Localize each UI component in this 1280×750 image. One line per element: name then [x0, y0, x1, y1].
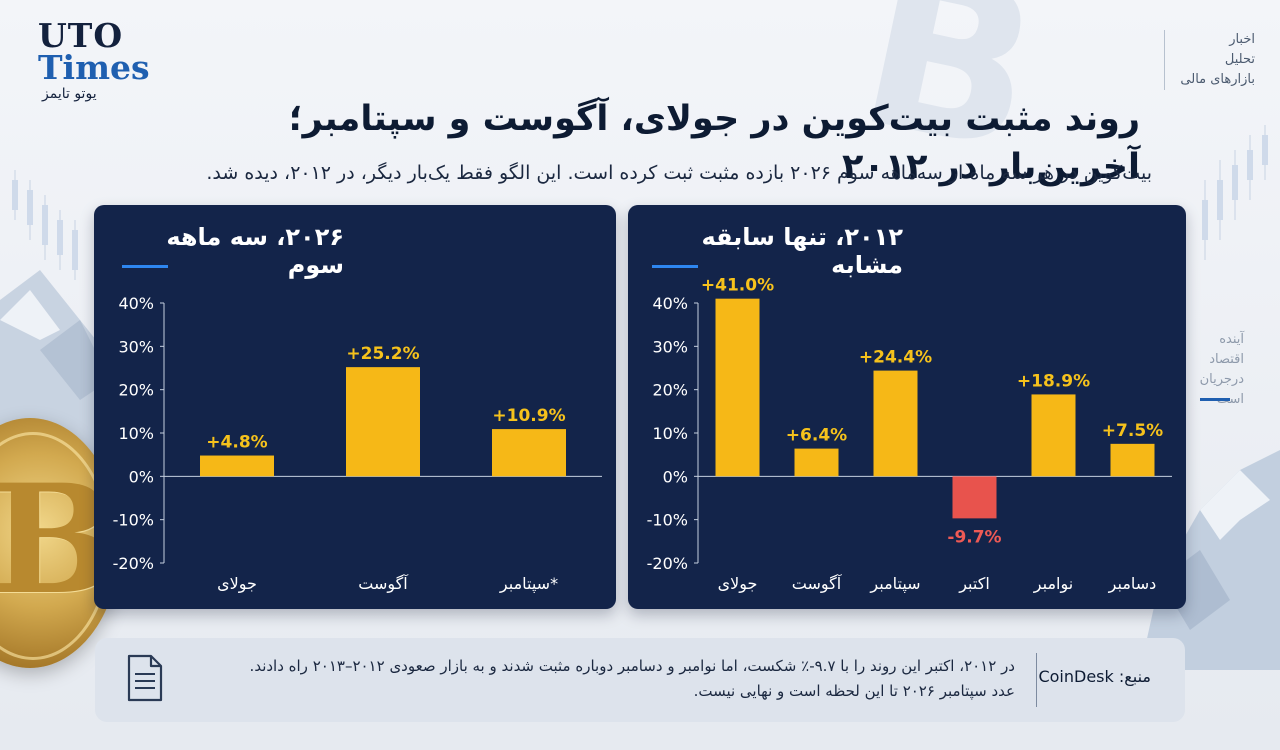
y-tick-label: -20%	[647, 554, 688, 573]
brand-logo[interactable]: UTO Times یوتو تایمز	[38, 16, 158, 102]
data-label: +24.4%	[859, 348, 932, 368]
page-subtitle: بیت‌کوین در هر سه ماه از سه‌ماهه سوم ۲۰۲…	[206, 162, 1152, 184]
chart-2026: 40% 30% 20% 10% 0% -10% -20% +4.8% جولای +25.2% آگ…	[113, 294, 602, 594]
data-label: +18.9%	[1017, 371, 1090, 391]
data-label: +6.4%	[786, 426, 847, 446]
data-label: +10.9%	[492, 406, 565, 426]
y-tick-label: 10%	[118, 424, 154, 443]
side-label-ongoing: درجریان است	[1199, 372, 1244, 407]
data-label: +4.8%	[206, 433, 267, 453]
footnote-text: در ۲۰۱۲، اکتبر این روند را با ۹.۷-٪ شکست…	[195, 654, 1015, 704]
bar	[346, 367, 420, 477]
bar	[200, 455, 274, 477]
data-label: +41.0%	[701, 276, 774, 296]
y-tick-label: 40%	[652, 294, 688, 313]
source-label: منبع: CoinDesk	[1038, 667, 1151, 686]
data-label: +25.2%	[346, 344, 419, 364]
top-right-nav: اخبار تحلیل بازارهای مالی	[1164, 30, 1255, 90]
bar	[492, 429, 566, 477]
brand-name-persian: یوتو تایمز	[42, 86, 97, 102]
x-tick-label: سپتامبر*	[499, 574, 558, 594]
chart-title-underline	[122, 265, 168, 268]
chart-title-underline	[652, 265, 698, 268]
side-labels: آینده اقتصاد درجریان است	[1192, 330, 1244, 410]
chart-panel-2012: ۲۰۱۲، تنها سابقه مشابه 40% 30% 20% 10% 0% -10…	[628, 205, 1186, 609]
bar	[715, 298, 760, 477]
y-tick-label: 10%	[652, 424, 688, 443]
bar	[1110, 443, 1155, 477]
footnote-line-2: عدد سپتامبر ۲۰۲۶ تا این لحظه است و نهایی…	[693, 682, 1015, 700]
y-tick-label: 0%	[663, 467, 688, 486]
background-candles-left	[12, 170, 78, 280]
bar	[1031, 394, 1076, 477]
y-tick-label: 30%	[652, 337, 688, 356]
side-label-future: آینده	[1219, 332, 1244, 347]
page-title: روند مثبت بیت‌کوین در جولای، آگوست و سپت…	[288, 99, 1140, 187]
y-tick-label: 30%	[118, 337, 154, 356]
x-tick-label: دسامبر	[1108, 574, 1157, 594]
bar	[794, 448, 839, 477]
data-label: -9.7%	[947, 527, 1001, 547]
brand-name-line2: Times	[38, 48, 150, 87]
side-label-economy: اقتصاد	[1209, 352, 1244, 367]
y-tick-label: 40%	[118, 294, 154, 313]
chart-title-2012: ۲۰۱۲، تنها سابقه مشابه	[701, 223, 903, 279]
x-tick-label: جولای	[217, 574, 257, 594]
y-tick-label: -20%	[113, 554, 154, 573]
footnote-box: منبع: CoinDesk در ۲۰۱۲، اکتبر این روند ر…	[95, 638, 1185, 722]
chart-panel-2026: ۲۰۲۶، سه ماهه سوم 40% 30% 20% 10% 0% -10% -20%…	[94, 205, 616, 609]
x-tick-label: نوامبر	[1033, 574, 1073, 594]
x-tick-label: سپتامبر	[869, 574, 920, 594]
y-tick-label: -10%	[647, 511, 688, 530]
footnote-line-1: در ۲۰۱۲، اکتبر این روند را با ۹.۷-٪ شکست…	[249, 657, 1015, 675]
x-tick-label: جولای	[718, 574, 758, 594]
nav-item-markets[interactable]: بازارهای مالی	[1180, 72, 1255, 87]
bar	[952, 476, 997, 519]
y-tick-label: 20%	[118, 381, 154, 400]
nav-item-news[interactable]: اخبار	[1229, 32, 1255, 47]
background-candles-right	[1202, 125, 1268, 260]
nav-item-analysis[interactable]: تحلیل	[1224, 52, 1255, 67]
y-tick-label: 0%	[129, 467, 154, 486]
data-label: +7.5%	[1102, 421, 1163, 441]
chart-2012: 40% 30% 20% 10% 0% -10% -20% +41.0% جولای +6.4% آگ…	[647, 276, 1172, 594]
y-tick-label: -10%	[113, 511, 154, 530]
brand-name-line1: UTO	[38, 16, 124, 55]
x-tick-label: اکتبر	[958, 574, 990, 594]
y-tick-label: 20%	[652, 381, 688, 400]
side-accent-bar	[1200, 398, 1230, 401]
chart-title-2026: ۲۰۲۶، سه ماهه سوم	[166, 223, 344, 279]
x-tick-label: آگوست	[792, 574, 843, 594]
document-icon	[127, 654, 163, 702]
bar	[873, 370, 918, 477]
x-tick-label: آگوست	[358, 574, 409, 594]
footnote-divider	[1036, 653, 1037, 707]
